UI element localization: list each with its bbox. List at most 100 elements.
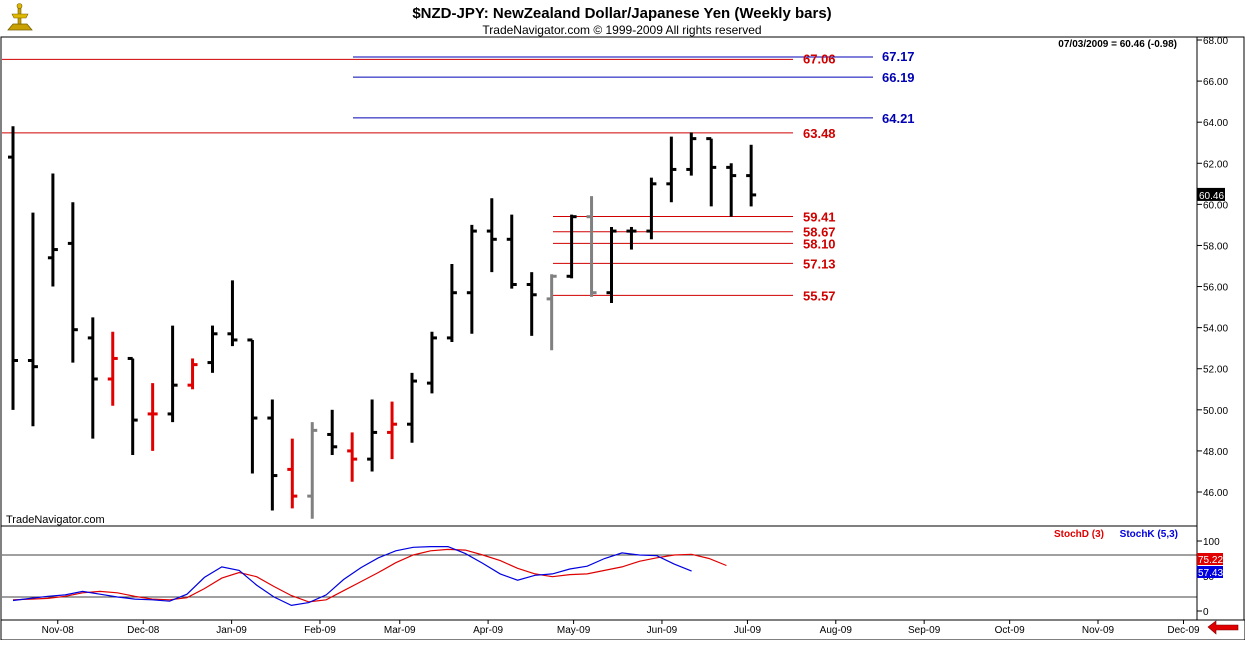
price-axis: [1196, 36, 1245, 621]
ohlc-bar[interactable]: [27, 212, 38, 427]
ohlc-bar[interactable]: [207, 325, 218, 373]
stoch-tick-label: 0: [1203, 607, 1209, 618]
level-label: 67.17: [882, 49, 915, 64]
ohlc-bar[interactable]: [646, 177, 657, 240]
levels-layer: 67.17 67.06 66.19 64.21 63.48 59.4158.6758.10…: [2, 49, 915, 303]
date-tick-label: Nov-08: [42, 625, 75, 636]
ohlc-bar[interactable]: [307, 422, 318, 519]
stoch-last-values: 75.22 57.43: [1197, 553, 1223, 579]
price-tick-labels: 46.00 48.00 50.00 52.00 54.00 56.00 58.00 60.00…: [1197, 36, 1228, 499]
date-tick-label: May-09: [557, 625, 591, 636]
ohlc-bar[interactable]: [726, 163, 737, 217]
stochastic-panel[interactable]: [0, 525, 1198, 621]
stoch-d-last: 75.22: [1198, 555, 1223, 566]
last-price-marker: 60.46: [1197, 187, 1225, 202]
last-price-status: 07/03/2009 = 60.46 (-0.98): [1058, 39, 1177, 50]
level-label: 58.10: [803, 236, 836, 251]
ohlc-bar[interactable]: [187, 358, 198, 390]
date-tick-label: Sep-09: [908, 625, 941, 636]
price-tick-label: 66.00: [1203, 77, 1228, 88]
date-tick-label: Jun-09: [647, 625, 678, 636]
stoch-d-line: [12, 548, 727, 603]
ohlc-bar[interactable]: [426, 331, 437, 394]
stoch-tick-label: 100: [1203, 537, 1220, 548]
price-bars: [8, 126, 757, 519]
level-label: 58.67: [803, 225, 836, 240]
ohlc-bar[interactable]: [247, 338, 258, 474]
date-tick-label: Dec-08: [127, 625, 160, 636]
price-tick-label: 64.00: [1203, 118, 1228, 129]
date-tick-labels: Nov-08 Dec-08 Jan-09 Feb-09 Mar-09 Apr-09 May-…: [42, 620, 1200, 636]
ohlc-bar[interactable]: [586, 196, 597, 297]
ohlc-bar[interactable]: [546, 274, 557, 351]
ohlc-bar[interactable]: [287, 438, 298, 509]
ohlc-bar[interactable]: [486, 198, 497, 273]
ohlc-bar[interactable]: [606, 226, 617, 303]
price-tick-label: 68.00: [1203, 36, 1228, 47]
price-tick-label: 48.00: [1203, 447, 1228, 458]
level-label: 67.06: [803, 51, 836, 66]
ohlc-bar[interactable]: [466, 224, 477, 334]
ohlc-bar[interactable]: [367, 399, 378, 472]
price-tick-label: 60.00: [1203, 200, 1228, 211]
ohlc-bar[interactable]: [107, 331, 118, 406]
price-tick-label: 56.00: [1203, 283, 1228, 294]
ohlc-bar[interactable]: [167, 325, 178, 423]
date-tick-label: Feb-09: [304, 625, 336, 636]
date-tick-label: Oct-09: [995, 625, 1025, 636]
level-label: 66.19: [882, 70, 915, 85]
stoch-k-line: [12, 545, 692, 607]
ohlc-bar[interactable]: [626, 226, 637, 250]
price-tick-label: 62.00: [1203, 159, 1228, 170]
price-tick-label: 58.00: [1203, 241, 1228, 252]
level-label: 55.57: [803, 288, 836, 303]
ohlc-bar[interactable]: [666, 136, 677, 203]
date-tick-label: Mar-09: [384, 625, 416, 636]
price-tick-label: 46.00: [1203, 488, 1228, 499]
ohlc-bar[interactable]: [227, 280, 238, 347]
ohlc-bar[interactable]: [8, 126, 18, 410]
ohlc-bar[interactable]: [127, 356, 138, 456]
ohlc-bar[interactable]: [526, 272, 537, 336]
stoch-k-last: 57.43: [1198, 568, 1223, 579]
chart-title: $NZD-JPY: NewZealand Dollar/Japanese Yen…: [412, 5, 831, 22]
date-tick-label: Apr-09: [473, 625, 503, 636]
ohlc-bar[interactable]: [506, 214, 517, 289]
ohlc-bar[interactable]: [746, 144, 757, 207]
date-tick-label: Nov-09: [1082, 625, 1115, 636]
level-label: 59.41: [803, 209, 836, 224]
level-label: 64.21: [882, 111, 915, 126]
ohlc-bar[interactable]: [387, 401, 398, 460]
ohlc-bar[interactable]: [267, 399, 278, 511]
ohlc-bar[interactable]: [686, 132, 697, 176]
ohlc-bar[interactable]: [47, 173, 58, 287]
date-tick-label: Aug-09: [820, 625, 853, 636]
last-price-label: 60.46: [1199, 191, 1224, 202]
price-tick-label: 54.00: [1203, 324, 1228, 335]
ohlc-bar[interactable]: [147, 383, 158, 451]
date-tick-label: Jan-09: [216, 625, 247, 636]
ohlc-bar[interactable]: [67, 202, 78, 363]
ohlc-bar[interactable]: [87, 317, 98, 439]
price-tick-label: 50.00: [1203, 406, 1228, 417]
price-panel[interactable]: [0, 36, 1198, 527]
date-tick-label: Jul-09: [734, 625, 762, 636]
trade-navigator-logo-icon[interactable]: [7, 3, 33, 31]
ohlc-bar[interactable]: [407, 372, 417, 443]
date-axis: [0, 619, 1245, 641]
ohlc-bar[interactable]: [347, 432, 358, 482]
ohlc-bar[interactable]: [327, 409, 338, 456]
level-label: 57.13: [803, 256, 836, 271]
ohlc-bar[interactable]: [446, 263, 457, 343]
stoch-k-legend: StochK (5,3): [1120, 529, 1178, 540]
watermark: TradeNavigator.com: [6, 514, 105, 526]
level-label: 63.48: [803, 126, 836, 141]
ohlc-bar[interactable]: [706, 137, 717, 207]
stoch-d-legend: StochD (3): [1054, 529, 1104, 540]
left-arrow-icon[interactable]: [1207, 620, 1239, 635]
date-tick-label: Dec-09: [1167, 625, 1200, 636]
price-tick-label: 52.00: [1203, 365, 1228, 376]
ohlc-bar[interactable]: [566, 214, 577, 279]
